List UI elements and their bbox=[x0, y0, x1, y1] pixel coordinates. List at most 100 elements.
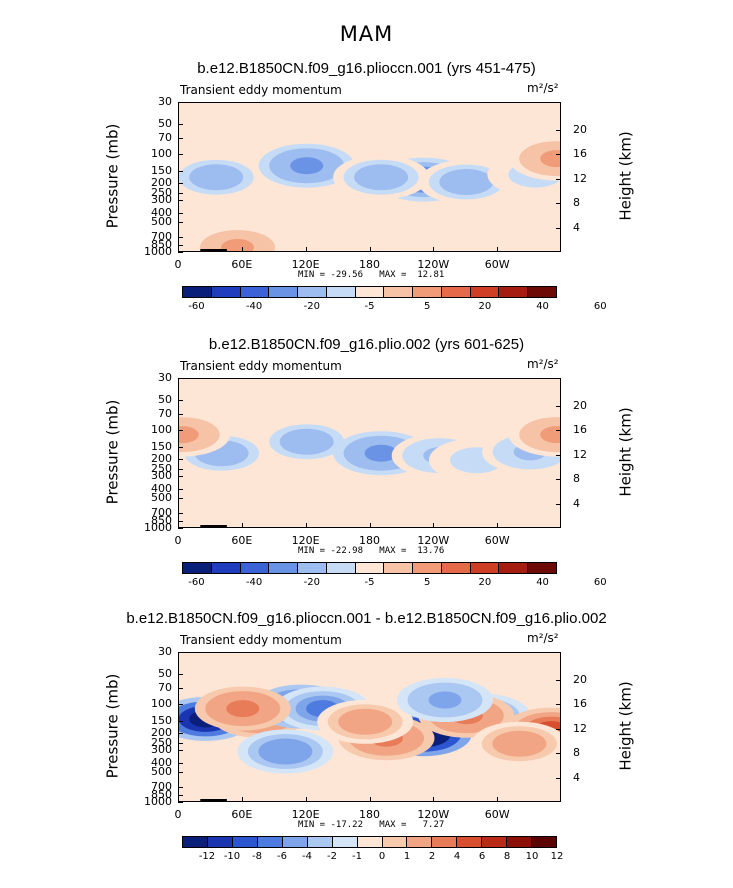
right-axis-title: Height (km) bbox=[616, 681, 635, 771]
height-tick-label: 4 bbox=[573, 496, 580, 510]
y-tick bbox=[178, 414, 183, 416]
y-tick bbox=[178, 212, 183, 214]
contour-level-3-3 bbox=[364, 168, 398, 186]
contour-level-12-3 bbox=[268, 743, 302, 760]
y-tick-label: 300 bbox=[151, 469, 172, 483]
colorbar-swatch bbox=[507, 837, 533, 847]
height-tick bbox=[556, 479, 561, 481]
height-tick bbox=[556, 129, 561, 131]
x-tick-label: 120W bbox=[417, 534, 450, 547]
colorbar-label: 4 bbox=[453, 851, 461, 862]
colorbar-swatch bbox=[326, 563, 356, 573]
colorbar-swatch bbox=[183, 837, 208, 847]
y-tick-label: 850 bbox=[151, 788, 172, 802]
colorbar-label: 5 bbox=[424, 577, 431, 588]
height-tick-label: 20 bbox=[573, 122, 587, 136]
x-tick-label: 60E bbox=[231, 258, 253, 271]
colorbar-label: 40 bbox=[536, 301, 549, 312]
contour-plot bbox=[178, 102, 561, 252]
height-tick bbox=[556, 154, 561, 156]
colorbar-swatch bbox=[332, 837, 358, 847]
colorbar-label: -6 bbox=[277, 851, 287, 862]
colorbar-label: -8 bbox=[252, 851, 262, 862]
contour-level-6-3 bbox=[540, 426, 560, 444]
x-tick bbox=[433, 247, 435, 252]
colorbar-swatch bbox=[357, 837, 383, 847]
y-tick-label: 200 bbox=[151, 726, 172, 740]
x-tick bbox=[497, 797, 499, 802]
right-axis-title: Height (km) bbox=[616, 407, 635, 497]
colorbar-swatch bbox=[326, 287, 356, 297]
y-tick-label: 250 bbox=[151, 735, 172, 749]
x-tick bbox=[369, 247, 371, 252]
colorbar-label: -5 bbox=[364, 301, 375, 312]
x-tick bbox=[178, 523, 179, 528]
y-tick bbox=[178, 512, 183, 514]
x-tick-label: 60W bbox=[484, 534, 510, 547]
colorbar-swatch bbox=[470, 563, 500, 573]
colorbar-label: 5 bbox=[424, 301, 431, 312]
y-tick bbox=[178, 703, 183, 705]
min-max-readout: MIN = -22.98 MAX = 13.76 bbox=[298, 546, 445, 556]
y-tick bbox=[178, 459, 183, 461]
height-tick bbox=[556, 777, 561, 779]
y-tick-label: 100 bbox=[151, 422, 172, 436]
x-tick bbox=[369, 523, 371, 528]
y-tick-label: 200 bbox=[151, 452, 172, 466]
colorbar-label: 2 bbox=[428, 851, 436, 862]
y-tick-label: 70 bbox=[158, 407, 172, 421]
contour-plot bbox=[178, 378, 561, 528]
height-tick-label: 4 bbox=[573, 220, 580, 234]
x-tick bbox=[305, 523, 307, 528]
colorbar-swatch bbox=[413, 563, 442, 573]
y-tick-label: 150 bbox=[151, 439, 172, 453]
x-tick-label: 0 bbox=[174, 808, 182, 821]
contour-level-2-3 bbox=[364, 444, 398, 462]
colorbar-label: 40 bbox=[536, 577, 549, 588]
y-tick bbox=[178, 138, 183, 140]
height-tick-label: 4 bbox=[573, 770, 580, 784]
colorbar-swatch bbox=[298, 287, 327, 297]
y-tick bbox=[178, 170, 183, 172]
colorbar-swatch bbox=[384, 287, 414, 297]
colorbar-swatch bbox=[183, 287, 212, 297]
panel-units-label: m²/s² bbox=[527, 81, 559, 95]
height-tick-label: 8 bbox=[573, 472, 580, 486]
y-tick bbox=[178, 378, 183, 379]
y-tick bbox=[178, 528, 183, 529]
y-tick bbox=[178, 688, 183, 690]
contour-field bbox=[179, 678, 560, 801]
height-tick-label: 8 bbox=[573, 746, 580, 760]
y-tick bbox=[178, 652, 183, 653]
colorbar-label: -20 bbox=[303, 577, 320, 588]
colorbar-label: 0 bbox=[378, 851, 386, 862]
height-tick-label: 12 bbox=[573, 721, 587, 735]
y-tick bbox=[178, 222, 183, 224]
y-tick-label: 250 bbox=[151, 461, 172, 475]
x-tick-label: 180 bbox=[359, 258, 380, 271]
panel-title: b.e12.B1850CN.f09_g16.plio.002 (yrs 601-… bbox=[208, 336, 525, 353]
y-tick bbox=[178, 786, 183, 788]
x-tick-label: 60E bbox=[231, 808, 253, 821]
y-tick-label: 850 bbox=[151, 238, 172, 252]
y-tick bbox=[178, 200, 183, 202]
colorbar-swatch bbox=[499, 563, 529, 573]
panel-title: b.e12.B1850CN.f09_g16.plioccn.001 - b.e1… bbox=[126, 610, 607, 627]
colorbar-swatch bbox=[528, 563, 556, 573]
height-tick-label: 20 bbox=[573, 672, 587, 686]
colorbar-swatch bbox=[269, 563, 299, 573]
y-tick bbox=[178, 183, 183, 185]
height-tick-label: 16 bbox=[573, 423, 587, 437]
height-tick-label: 12 bbox=[573, 171, 587, 185]
contour-level-6-3 bbox=[348, 713, 382, 731]
colorbar-label: -1 bbox=[352, 851, 362, 862]
y-tick bbox=[178, 750, 183, 752]
contour-level-0-3 bbox=[199, 168, 233, 186]
x-tick bbox=[178, 247, 179, 252]
contour-level-6-3 bbox=[540, 150, 560, 168]
x-tick bbox=[497, 523, 499, 528]
y-tick-label: 300 bbox=[151, 193, 172, 207]
colorbar-label: 8 bbox=[503, 851, 511, 862]
height-tick bbox=[556, 454, 561, 456]
colorbar-label: 60 bbox=[593, 577, 607, 588]
